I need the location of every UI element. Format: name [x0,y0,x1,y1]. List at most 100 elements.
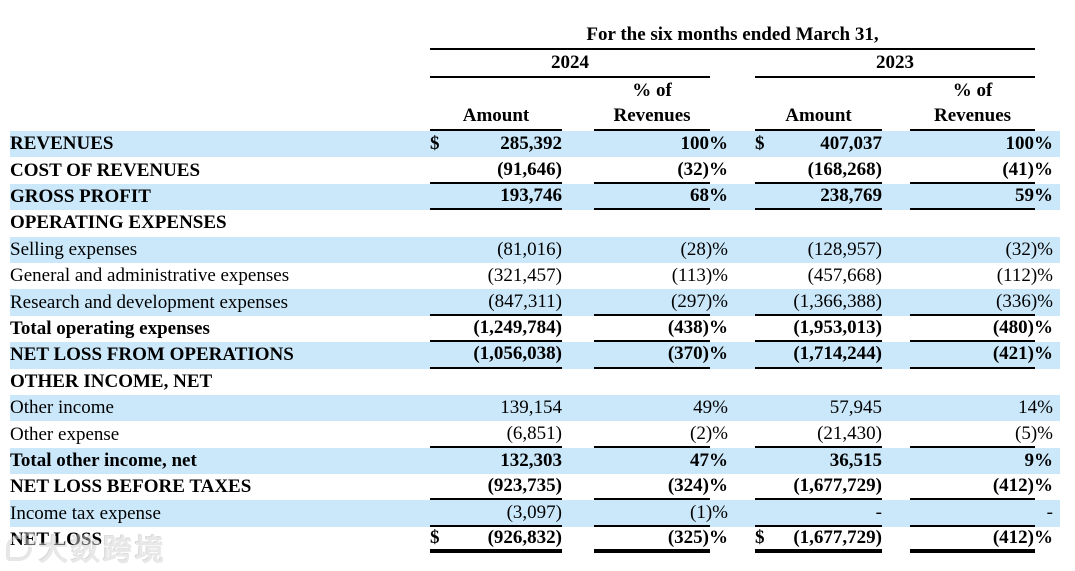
amount-2023 [779,210,882,236]
row-end-filler [1035,342,1060,369]
column-gap [710,183,755,211]
pct-of-revenues-2024: (28)% [594,236,728,263]
pct-of-revenues-2024 [594,369,710,395]
dollar-sign-2023 [755,183,779,211]
row-end-filler [1035,394,1060,422]
table-row: GROSS PROFIT 193,746 68% 238,769 59% [10,183,1060,211]
spacer [562,78,594,103]
amount-2024: (1,249,784) [454,316,562,343]
table-row: Total other income, net 132,303 47% 36,515 9… [10,447,1060,475]
row-label: COST OF REVENUES [10,159,201,181]
column-gap [882,421,910,447]
amount-2023: (1,677,729) [779,527,882,554]
period-header-row: For the six months ended March 31, [10,22,1060,50]
amount-2023: 36,515 [779,447,882,475]
amount-2023: (128,957) [779,236,882,263]
column-gap [562,342,594,369]
table-header: For the six months ended March 31, 2024 … [10,22,1060,131]
column-gap [710,236,755,263]
column-gap [562,527,594,553]
dollar-sign-2023 [755,447,779,475]
pct-of-revenues-2024: 100% [594,131,728,158]
pct-of-revenues-2023: (32)% [910,236,1053,263]
dollar-sign-2024 [430,342,454,369]
amount-2024: (1,056,038) [454,342,562,369]
column-gap [562,500,594,527]
amount-label-2024: Amount [430,103,562,131]
pct-of-revenues-2024: 68% [594,183,728,211]
watermark-text: 大数跨境 [39,533,168,567]
column-gap [562,289,594,316]
dollar-sign-2024 [430,210,454,236]
spacer [882,78,910,103]
pct-of-revenues-2024 [594,210,710,236]
dollar-sign-2024 [430,316,454,343]
row-label: NET LOSS BEFORE TAXES [10,476,252,498]
column-gap [710,210,755,236]
table-row: NET LOSS FROM OPERATIONS (1,056,038) (370)… [10,342,1060,369]
amount-2024: (923,735) [454,474,562,501]
amount-2024: 285,392 [454,131,562,158]
amount-2023: (1,953,013) [779,316,882,343]
amount-2023: (1,714,244) [779,342,882,369]
pct-of-revenues-2023: (480)% [910,316,1053,343]
dollar-sign-2023 [755,236,779,263]
row-label: REVENUES [10,131,430,158]
amount-2024 [454,210,562,236]
dollar-sign-2023 [755,421,779,448]
pct-of-revenues-2024: (370)% [594,342,728,369]
amount-2024: 132,303 [454,447,562,475]
column-gap [562,263,594,289]
amount-2024: (91,646) [454,157,562,184]
pct-of-revenues-2023: 9% [910,447,1053,475]
row-label: OPERATING EXPENSES [10,212,227,234]
column-gap [882,183,910,211]
dollar-sign-2024 [430,394,454,422]
dollar-sign-2024 [430,263,454,289]
dollar-sign-2023 [755,474,779,501]
pct-of-revenues-2024: (2)% [594,421,728,448]
period-header: For the six months ended March 31, [430,22,1035,50]
pct-of-revenues-2023: 59% [910,183,1053,211]
column-gap [710,447,755,475]
pct-of-revenues-2023: 100% [910,131,1053,158]
spacer [1035,50,1060,78]
column-gap [562,447,594,475]
dollar-sign-2023 [755,157,779,184]
amount-label-2023: Amount [755,103,882,131]
column-gap [710,342,755,369]
dollar-sign-2023 [755,394,779,422]
column-gap [562,421,594,447]
row-end-filler [1035,131,1060,158]
year-header-row: 2024 2023 [10,50,1060,78]
spacer [1035,78,1060,103]
pct-of-revenues-2023: (5)% [910,421,1053,448]
column-gap [882,474,910,500]
dollar-sign-2023 [755,316,779,343]
row-end-filler [1035,289,1060,316]
column-gap [710,369,755,395]
table-body: REVENUES $285,392 100% $407,037 100% COST OF … [10,131,1060,554]
spacer [10,50,430,78]
table-row: REVENUES $285,392 100% $407,037 100% [10,131,1060,158]
row-label: Selling expenses [10,236,430,263]
column-gap [562,394,594,422]
watermark-logo-icon [6,532,37,561]
row-label: Research and development expenses [10,289,430,316]
amount-2023: (21,430) [779,421,882,448]
column-gap [882,289,910,316]
spacer [10,78,430,103]
pct-of-revenues-2024: (325)% [594,527,728,554]
row-label: Other expense [10,423,120,445]
year-2023-header: 2023 [755,50,1035,78]
amount-2024: (321,457) [487,265,562,287]
row-end-filler [1035,236,1060,263]
revenues-label-2023: Revenues [910,103,1035,131]
column-gap [882,236,910,263]
column-gap [882,342,910,369]
column-gap [710,394,755,422]
table-row: OPERATING EXPENSES [10,210,1060,236]
amount-2023: 238,769 [779,183,882,211]
dollar-sign-2023 [755,369,779,395]
watermark: 大数跨境 [6,527,167,569]
